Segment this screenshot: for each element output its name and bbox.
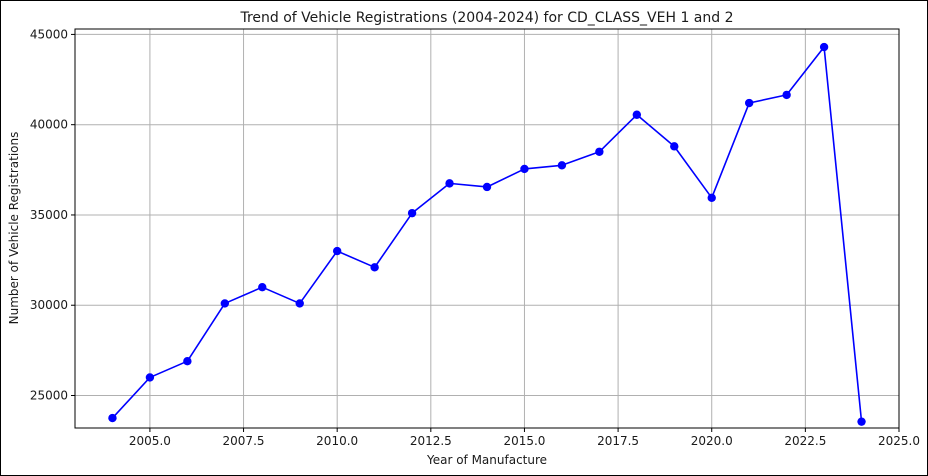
y-tick-label: 35000 bbox=[30, 208, 68, 222]
y-tick-label: 25000 bbox=[30, 389, 68, 403]
data-point bbox=[707, 193, 716, 203]
data-point bbox=[183, 356, 192, 366]
y-axis-label: Number of Vehicle Registrations bbox=[7, 132, 21, 325]
x-tick-label: 2007.5 bbox=[223, 434, 265, 448]
data-point bbox=[782, 90, 791, 100]
data-point bbox=[445, 179, 454, 188]
data-point bbox=[482, 182, 492, 192]
data-point bbox=[145, 373, 155, 382]
data-point bbox=[744, 98, 754, 108]
plot-area bbox=[74, 28, 900, 429]
y-tick-label: 40000 bbox=[30, 118, 68, 132]
data-point bbox=[220, 299, 230, 308]
chart-title: Trend of Vehicle Registrations (2004-202… bbox=[239, 10, 733, 26]
series-layer bbox=[108, 42, 866, 426]
data-point bbox=[557, 161, 567, 170]
axis-ticks: 2005.0 2007.5 2010.0 2012.5 2015.0 2017.5 2020… bbox=[30, 27, 920, 448]
x-tick-label: 2012.5 bbox=[410, 434, 452, 448]
data-point bbox=[108, 413, 117, 423]
y-tick-label: 45000 bbox=[30, 27, 68, 41]
x-tick-label: 2025.0 bbox=[878, 434, 920, 448]
grid-layer bbox=[75, 29, 900, 428]
x-tick-label: 2010.0 bbox=[316, 434, 358, 448]
data-point bbox=[407, 208, 417, 218]
data-point bbox=[632, 110, 642, 119]
x-tick-label: 2017.5 bbox=[597, 434, 639, 448]
y-tick-label: 30000 bbox=[30, 298, 68, 312]
data-point bbox=[819, 42, 829, 52]
x-tick-label: 2015.0 bbox=[503, 434, 545, 448]
data-point bbox=[857, 417, 866, 426]
x-tick-label: 2005.0 bbox=[129, 434, 171, 448]
x-tick-label: 2022.5 bbox=[784, 434, 826, 448]
data-point bbox=[670, 142, 679, 151]
data-point bbox=[258, 282, 267, 292]
x-axis-label: Year of Manufacture bbox=[426, 453, 547, 467]
data-point bbox=[520, 164, 529, 174]
data-point bbox=[370, 263, 379, 272]
data-point bbox=[295, 299, 304, 308]
x-tick-label: 2020.0 bbox=[691, 434, 733, 448]
data-point bbox=[595, 147, 604, 156]
data-point bbox=[332, 246, 342, 256]
